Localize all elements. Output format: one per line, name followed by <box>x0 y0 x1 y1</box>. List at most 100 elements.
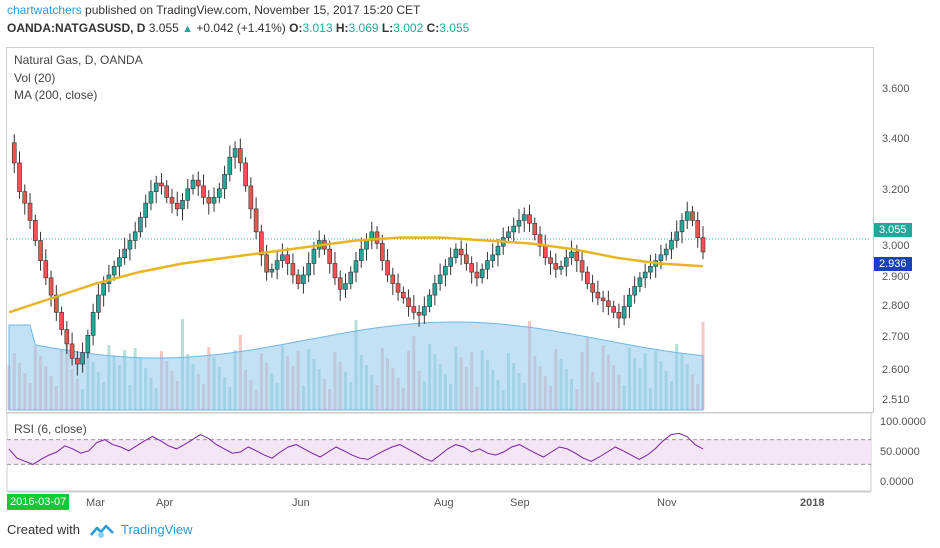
candle-body <box>80 352 85 365</box>
open-label: O: <box>289 21 303 35</box>
candle-body <box>385 260 390 276</box>
candle-body <box>180 199 185 210</box>
candle-body <box>464 254 469 264</box>
candle-body <box>521 214 527 221</box>
candle-body <box>379 243 385 261</box>
tradingview-brand[interactable]: TradingView <box>121 522 193 537</box>
candle-body <box>259 231 264 256</box>
candle-body <box>422 306 427 316</box>
candle-body <box>621 306 627 319</box>
candle-body <box>416 312 422 316</box>
candle-body <box>490 254 495 261</box>
time-label: Sep <box>510 497 530 509</box>
price-tick: 2.900 <box>882 271 910 283</box>
candle-body <box>401 291 406 299</box>
candle-body <box>427 294 432 307</box>
candle-body <box>243 162 248 187</box>
candle-body <box>311 248 317 264</box>
ma-value-badge: 2.936 <box>874 257 912 271</box>
candle-body <box>190 179 196 190</box>
candle-body <box>700 237 706 253</box>
candle-body <box>674 231 680 241</box>
candle-body <box>59 312 64 330</box>
candle-body <box>637 277 643 287</box>
author-link[interactable]: chartwatchers <box>7 3 82 17</box>
candle-body <box>327 248 333 264</box>
candle-body <box>90 312 96 336</box>
ma200-line <box>8 236 704 314</box>
candle-body <box>611 306 616 313</box>
rsi-line <box>8 432 704 465</box>
candle-body <box>695 220 701 238</box>
candle-body <box>585 271 590 284</box>
last-price: 3.055 <box>148 21 179 35</box>
candle-body <box>174 202 180 210</box>
rsi-tick: 0.0000 <box>880 476 914 488</box>
candle-body <box>343 283 348 290</box>
low-value: 3.002 <box>393 21 424 35</box>
candle-body <box>448 257 453 267</box>
candle-body <box>411 306 417 313</box>
price-tick: 3.000 <box>882 240 910 252</box>
candle-body <box>495 245 501 256</box>
candle-body <box>553 263 559 270</box>
candle-body <box>516 220 522 227</box>
time-label: Aug <box>434 497 454 509</box>
time-label: Apr <box>156 497 174 509</box>
candle-body <box>201 185 206 198</box>
legend-rsi: RSI (6, close) <box>14 422 87 436</box>
candle-body <box>679 220 685 233</box>
close-label: C: <box>426 21 440 35</box>
candle-body <box>374 231 380 244</box>
candle-body <box>600 297 606 302</box>
candle-body <box>54 294 59 313</box>
candle-body <box>395 283 401 293</box>
symbol-label: OANDA:NATGASUSD, D <box>7 21 146 35</box>
candle-body <box>474 271 480 279</box>
candle-body <box>390 274 396 284</box>
candle-body <box>143 202 148 218</box>
candle-body <box>458 248 464 256</box>
open-value: 3.013 <box>302 21 333 35</box>
candle-body <box>432 283 438 296</box>
candle-body <box>684 211 690 221</box>
candle-body <box>642 271 648 279</box>
candle-body <box>406 297 411 307</box>
candle-body <box>248 185 254 210</box>
candle-body <box>169 197 175 204</box>
candle-body <box>579 260 585 273</box>
candle-body <box>606 300 611 307</box>
candle-body <box>616 312 622 319</box>
candle-body <box>32 220 38 241</box>
candle-body <box>75 357 80 365</box>
candle-body <box>69 343 75 359</box>
candle-body <box>469 263 474 273</box>
candle-body <box>27 202 33 221</box>
candle-body <box>38 240 43 261</box>
candle-body <box>232 148 238 158</box>
low-label: L: <box>381 21 394 35</box>
candle-body <box>43 260 49 279</box>
candle-body <box>211 197 217 204</box>
price-tick: 3.400 <box>882 133 910 145</box>
candle-body <box>274 260 280 270</box>
time-label: Jun <box>292 497 310 509</box>
candle-body <box>479 268 485 279</box>
rsi-tick: 100.0000 <box>880 416 926 428</box>
legend-volume: Vol (20) <box>14 71 56 85</box>
candle-body <box>48 277 54 296</box>
candle-body <box>658 254 664 261</box>
candle-body <box>595 291 601 299</box>
volume-ma-area <box>8 321 704 411</box>
legend-instrument: Natural Gas, D, OANDA <box>14 53 143 67</box>
time-label: Nov <box>657 497 677 509</box>
candle-body <box>164 185 170 198</box>
candle-body <box>64 329 70 345</box>
time-label: Mar <box>86 497 105 509</box>
candle-body <box>437 274 443 284</box>
candle-body <box>227 156 233 175</box>
candle-body <box>122 248 127 259</box>
candle-body <box>185 188 191 201</box>
legend-ma: MA (200, close) <box>14 88 98 102</box>
